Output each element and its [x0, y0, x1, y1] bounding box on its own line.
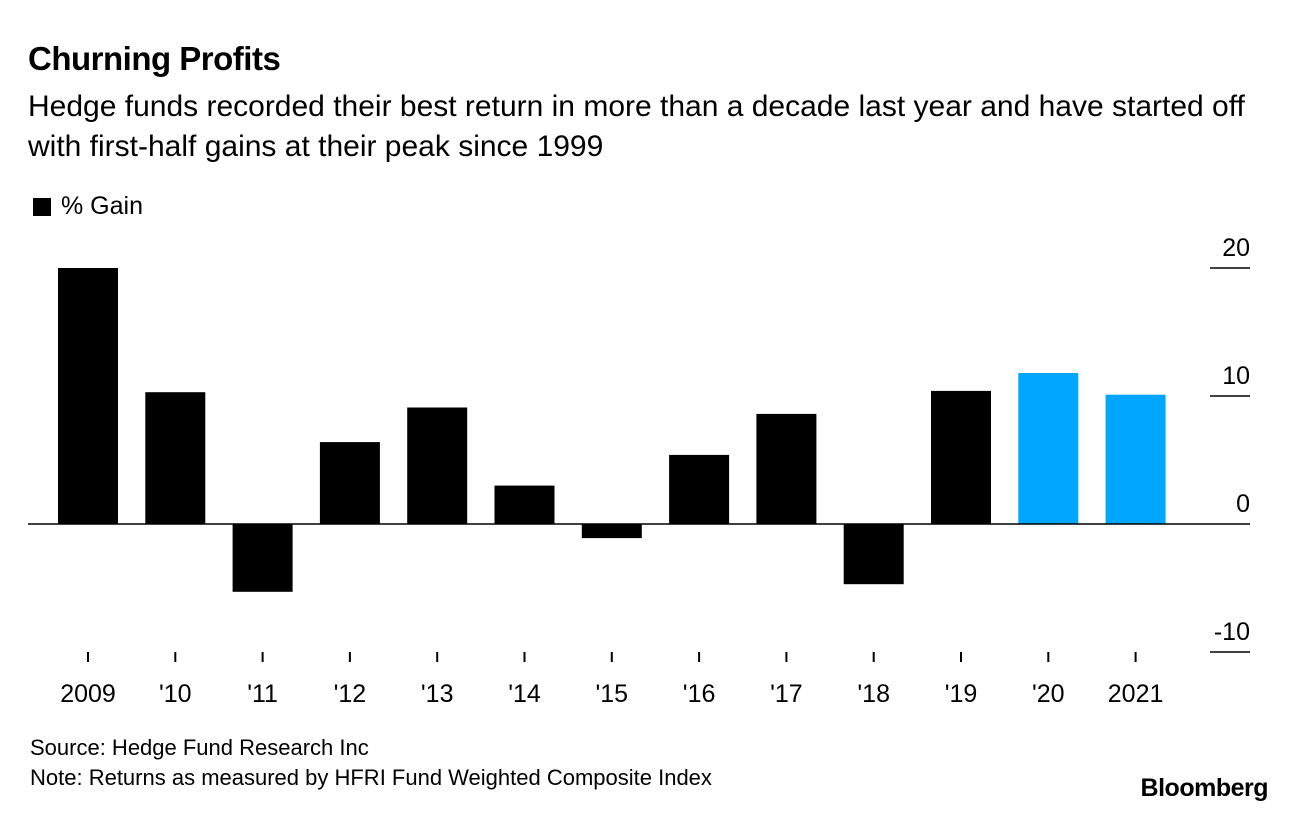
bar	[581, 524, 642, 539]
x-tick-label: '16	[683, 680, 716, 708]
bar	[669, 454, 730, 524]
legend-label: % Gain	[61, 192, 143, 220]
bar	[232, 524, 293, 592]
bar	[1105, 394, 1166, 524]
chart-subtitle: Hedge funds recorded their best return i…	[28, 90, 1245, 163]
bar	[58, 268, 118, 524]
y-tick-label: 20	[1222, 234, 1250, 262]
bar	[407, 407, 468, 524]
bar	[494, 485, 555, 524]
bar	[756, 413, 817, 524]
x-tick-label: '15	[596, 680, 629, 708]
bar	[319, 442, 380, 524]
y-tick-label: 10	[1222, 362, 1250, 390]
x-tick-label: '13	[421, 680, 454, 708]
methodology-note: Note: Returns as measured by HFRI Fund W…	[30, 765, 712, 790]
x-tick-label: '17	[770, 680, 803, 708]
legend: % Gain	[33, 192, 143, 221]
bar	[145, 392, 206, 524]
x-tick-label: '12	[334, 680, 367, 708]
x-tick-label: '14	[508, 680, 541, 708]
bar	[1018, 373, 1079, 524]
x-tick-label: '18	[857, 680, 890, 708]
footer: Source: Hedge Fund Research Inc Note: Re…	[30, 733, 712, 793]
bar	[931, 390, 991, 524]
x-tick-label: '19	[945, 680, 978, 708]
x-tick-label: '10	[159, 680, 192, 708]
y-tick-label: 0	[1236, 490, 1250, 518]
x-tick-label: '11	[247, 680, 278, 708]
y-tick-label: -10	[1214, 618, 1250, 646]
source-note: Source: Hedge Fund Research Inc	[30, 735, 369, 760]
legend-swatch	[33, 197, 51, 216]
x-tick-label: 2021	[1108, 680, 1164, 708]
bar	[843, 524, 904, 585]
bloomberg-logo: Bloomberg	[1140, 774, 1269, 802]
chart-title: Churning Profits	[28, 40, 281, 77]
x-tick-label: 2009	[60, 680, 116, 708]
x-tick-label: '20	[1032, 680, 1065, 708]
